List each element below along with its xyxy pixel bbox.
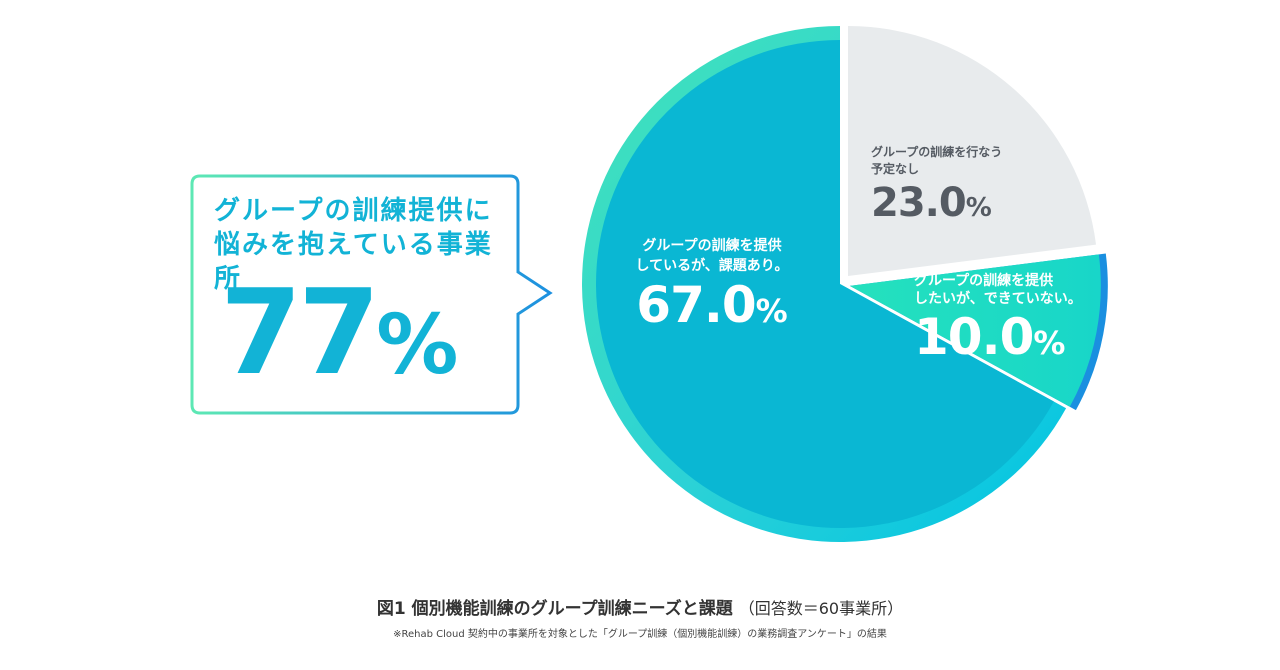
callout-value-unit: % <box>376 298 459 393</box>
slice-value: 10.0% <box>914 308 1082 372</box>
callout-value: 77% <box>220 272 458 406</box>
slice-label-title: しているが、課題あり。 <box>635 258 789 274</box>
slice-value-unit: % <box>755 292 788 330</box>
slice-label-23: グループの訓練を行なう 予定なし 23.0% <box>871 144 1002 233</box>
callout-line1: グループの訓練提供に <box>214 196 493 226</box>
slice-value-number: 10.0 <box>914 308 1034 366</box>
slice-label-67: グループの訓練を提供 しているが、課題あり。 67.0% <box>630 236 794 340</box>
slice-label-title: グループの訓練を提供 <box>642 238 782 254</box>
callout-value-number: 77 <box>220 263 380 401</box>
figure-note: ※Rehab Cloud 契約中の事業所を対象とした「グループ訓練（個別機能訓練… <box>393 629 887 640</box>
slice-value: 67.0% <box>630 276 794 340</box>
slice-value-number: 67.0 <box>636 276 756 334</box>
caption-response-count: （回答数＝60事業所） <box>738 599 904 618</box>
slice-value-unit: % <box>1033 324 1066 362</box>
callout-box <box>190 174 553 415</box>
slice-label-title: 予定なし <box>871 162 920 176</box>
slice-label-10: グループの訓練を提供 したいが、できていない。 10.0% <box>914 272 1082 372</box>
slice-label-title: グループの訓練を提供 <box>914 273 1054 289</box>
callout: グループの訓練提供に 悩みを抱えている事業所 77% <box>192 176 518 413</box>
callout-heading: グループの訓練提供に 悩みを抱えている事業所 <box>214 194 514 296</box>
figure-caption: 図1 個別機能訓練のグループ訓練ニーズと課題 （回答数＝60事業所） <box>0 594 1280 619</box>
pie-slice <box>848 26 1097 276</box>
slice-value-unit: % <box>965 193 992 223</box>
slice-value-number: 23.0 <box>871 180 967 226</box>
pie-slice <box>849 254 1101 407</box>
caption-title: 図1 個別機能訓練のグループ訓練ニーズと課題 <box>376 599 733 619</box>
pie-slice <box>596 40 1054 528</box>
slice-label-title: したいが、できていない。 <box>914 291 1082 307</box>
slice-value: 23.0% <box>871 178 1002 233</box>
callout-line2: 悩みを抱えている事業所 <box>214 230 493 294</box>
slice-label-title: グループの訓練を行なう <box>871 145 1003 159</box>
